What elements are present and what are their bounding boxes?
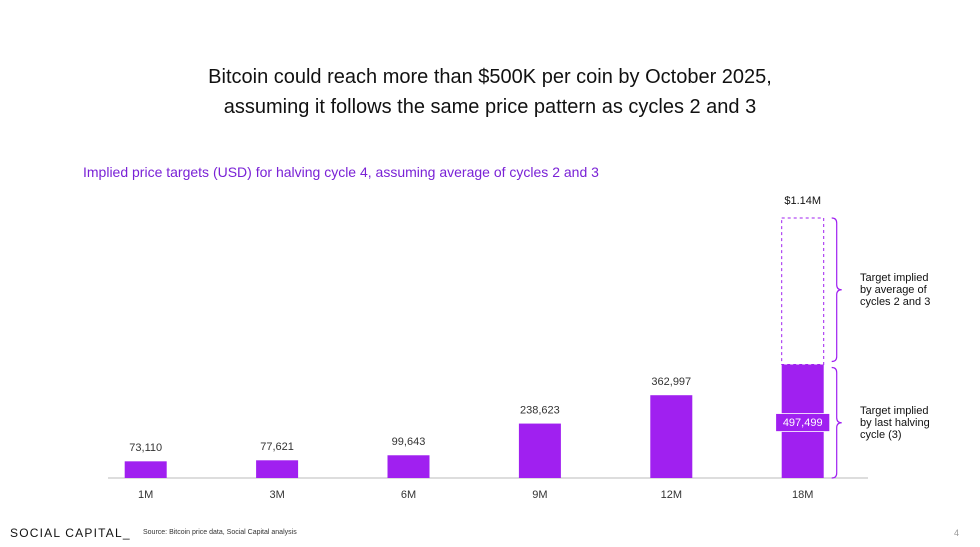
- chart-subtitle: Implied price targets (USD) for halving …: [83, 164, 599, 180]
- source-note: Source: Bitcoin price data, Social Capit…: [143, 529, 297, 536]
- value-label: 238,623: [520, 404, 560, 416]
- value-label: 362,997: [651, 376, 691, 388]
- bar: [518, 423, 561, 478]
- value-label: 73,110: [129, 442, 162, 454]
- brand: SOCIAL CAPITAL_: [10, 526, 131, 540]
- value-label: 99,643: [392, 436, 426, 448]
- bar: [256, 460, 299, 478]
- slide-title: Bitcoin could reach more than $500K per …: [208, 66, 772, 118]
- target-bar: [781, 217, 825, 366]
- bar: [650, 395, 693, 478]
- brace: [831, 366, 842, 479]
- x-tick-label: 6M: [401, 489, 416, 501]
- page-number: 4: [954, 528, 960, 538]
- bar: [124, 461, 167, 478]
- value-label-box: [775, 413, 831, 432]
- x-tick-label: 18M: [792, 489, 813, 501]
- value-label: 77,621: [260, 441, 294, 453]
- x-tick-label: 9M: [532, 489, 547, 501]
- x-tick-label: 1M: [138, 489, 153, 501]
- brace: [831, 217, 842, 363]
- x-tick-label: 3M: [269, 489, 284, 501]
- bar: [387, 455, 430, 478]
- x-tick-label: 12M: [661, 489, 682, 501]
- target-label: $1.14M: [784, 195, 821, 207]
- annotation: Target implied by average of cycles 2 an…: [860, 271, 931, 308]
- annotation: Target implied by last halving cycle (3): [860, 404, 930, 441]
- value-label: 497,499: [783, 417, 823, 429]
